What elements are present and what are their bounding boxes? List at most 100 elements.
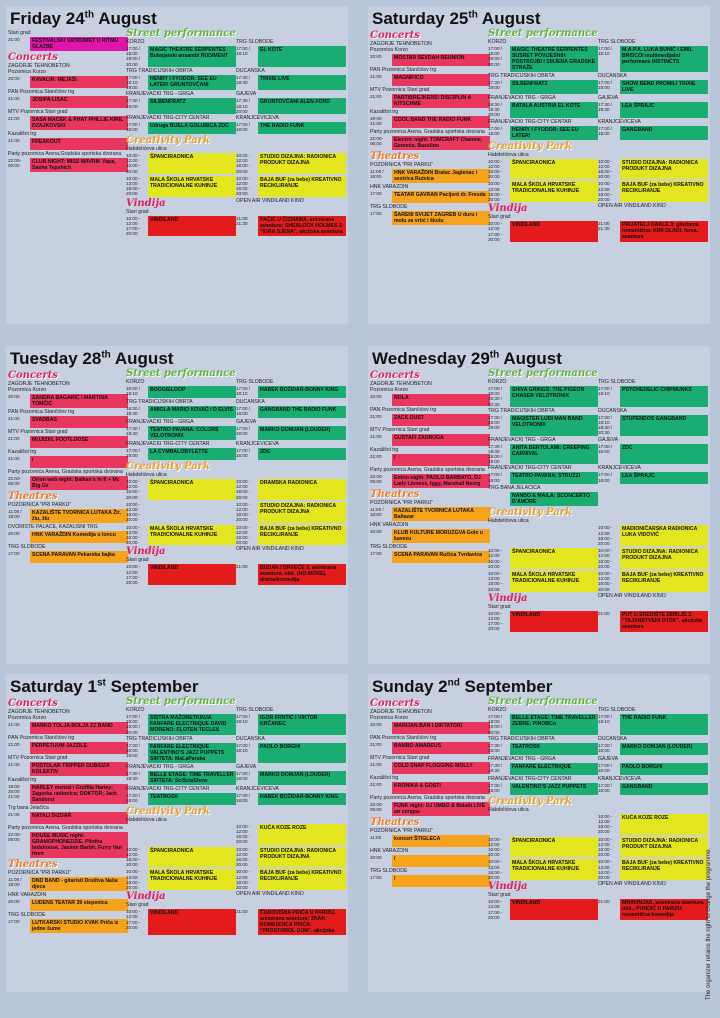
venue-pair: FRANJEVAČKI TRG-CITY CENTAR KRANJČEVIĆEVA bbox=[488, 776, 708, 782]
venue-label: POZORNICA "PRI PARKU" bbox=[8, 870, 72, 876]
event-row: 17:00 / 18:00 19:00 / 20:00 MAGIC THEATRE… bbox=[488, 46, 598, 72]
venue-label: Kazališni trg bbox=[8, 777, 37, 783]
venue-label: ZAGORJE TEHNOBETON bbox=[370, 381, 432, 387]
event-title: Entrio night: PAOLO BARBATO, DJ Lady Lio… bbox=[392, 474, 490, 488]
venue-pair: KORZO TRG SLOBODE bbox=[126, 39, 346, 45]
event-time: 10:00 - 12:00 16:00 - 20:00 bbox=[126, 501, 141, 523]
event-pair: 10:00 - 12:00 17:00 - 20:00 VINDILAND 21:0… bbox=[126, 563, 346, 586]
event-time: 22:00-06:00 bbox=[8, 832, 22, 843]
event-row bbox=[488, 814, 598, 835]
event-title: VINDILAND bbox=[148, 909, 236, 936]
venue-label: KRANJČEVIĆEVA bbox=[598, 465, 641, 472]
event-row: 17:00 / 18:00 LA CYMBALOBYLETTE bbox=[126, 448, 236, 460]
venue-pair: KORZO TRG SLOBODE bbox=[126, 379, 346, 385]
event-row: 17:00 / 18:00 PAOLO BORGHI bbox=[598, 762, 708, 775]
event-row: 10:00 - 12:00 16:00 - 20:00 BAJA BUF (za … bbox=[236, 524, 346, 546]
section-heading: Theatres bbox=[8, 491, 58, 502]
event-row: 10:00 - 12:00 17:00 - 20:00 VINDILAND bbox=[488, 221, 598, 243]
event-time: 10:00 - 12:00 16:00 - 20:00 bbox=[236, 153, 251, 174]
event-title: MARIJAN BAN I DIKTATORI bbox=[392, 722, 490, 734]
event-time: 17:00 / 18:10 bbox=[598, 46, 613, 57]
event-pair: 18:00 / 19:30 AMIGLA MARIO KOVAČ I D ELVI… bbox=[126, 405, 346, 419]
event-title: HNK VARAŽDIN Komedija u loncu bbox=[30, 531, 128, 543]
event-title: BAMBO AMADEUS bbox=[392, 742, 490, 754]
event-title: LEA ŠPRAJC bbox=[620, 102, 708, 118]
event-row: 17:00 / 18:10 PAOLO BORGHI bbox=[236, 742, 346, 763]
event-row: 10:00 - 12:00 16:00 - 20:00 STUDIO DIZAJN… bbox=[598, 548, 708, 570]
event-title: VINDILAND bbox=[510, 610, 598, 632]
event-row: 21:00 / bbox=[370, 454, 490, 466]
venue-label: KRANJČEVIĆEVA bbox=[236, 785, 279, 792]
event-row: 17:00 / 18:00 19:00 / 20:00 MAGIC THEATRE… bbox=[126, 46, 236, 67]
event-row: 19:00 20:00 21:00 HARLEY mental i Grofili… bbox=[8, 784, 128, 804]
event-pair: 10:00 - 12:00 16:00 - 20:00 KUĆA KOZE ROZ… bbox=[488, 813, 708, 836]
event-title: NANDO E MAILA: SCONCERTO D'AMORE bbox=[510, 492, 598, 507]
event-row: 10:00 - 12:00 17:00 - 20:00 VINDILAND bbox=[126, 215, 236, 237]
event-title: GANGBAND bbox=[620, 782, 708, 795]
event-time: 10:00 - 13:00 16:00 - 20:00 bbox=[488, 859, 503, 881]
event-time: 17:00 / 18:00 bbox=[236, 792, 251, 804]
event-time: 17:00 / 18:10 19:00 bbox=[126, 74, 141, 91]
section-heading: Theatres bbox=[8, 859, 58, 870]
event-row: 20:00 MARIJAN BAN I DIKTATORI bbox=[370, 722, 490, 734]
event-title: GANGBAND THE RADIO FUNK bbox=[258, 406, 346, 418]
event-pair: 17:00 / 18:00 VALENTINO'S JAZZ PUPPETS 17:… bbox=[488, 782, 708, 796]
venue-pair: TRG TRADICIJSKIH OBRTA DUĆANSKA bbox=[488, 408, 708, 414]
event-row: 21:00 MUJIZKL FOOTLOOSE bbox=[8, 436, 128, 448]
event-time: 17:00 bbox=[8, 551, 20, 556]
event-time: 21:00 bbox=[8, 96, 20, 101]
event-time: 21:00 bbox=[8, 762, 20, 767]
event-pair: 17:00 / 18:00 19:00 / 20:00 MAGIC THEATRE… bbox=[488, 45, 708, 73]
venue-label bbox=[598, 485, 708, 491]
event-row: 17:00 TEATAR GAVRAN Pacijent dr. Freuda bbox=[370, 191, 490, 203]
venue-label: TRG TRADICIJSKIH OBRTA bbox=[126, 67, 193, 74]
event-time: 17:00 / 18:00 bbox=[598, 782, 613, 794]
event-row: 11:00 / 18:00 KAZALIŠTE TVORNICA LUTAKA Ž… bbox=[8, 509, 128, 523]
venue-label: PAN Pozornica Stančićev trg bbox=[8, 735, 75, 741]
vindija-block: Vindija Stari grad bbox=[488, 203, 598, 220]
event-time: 10:00 - 12:00 16:00 - 20:00 bbox=[598, 859, 613, 881]
event-time: 10:00 - 12:00 17:00 - 20:00 bbox=[488, 221, 503, 242]
venue-label: KORZO bbox=[488, 39, 507, 45]
event-row: 10:00 - 12:00 16:00 - 20:00 STUDIO DIZAJN… bbox=[236, 501, 346, 523]
event-row: 17:30 / 19:30 FANFARE ELECTRIQUE bbox=[488, 762, 598, 775]
event-row: 17:00 / 18:00 GANGBAND bbox=[598, 782, 708, 795]
venue-label: Trg bana Jelačića bbox=[8, 805, 49, 811]
event-title: STUDIO DIZAJNA: RADIONICA PRODUKT DIZAJN… bbox=[258, 501, 346, 523]
event-time: 20:00 bbox=[370, 54, 382, 59]
venue-label: DUĆANSKA bbox=[236, 67, 265, 74]
section-heading: Concerts bbox=[370, 370, 420, 381]
event-row: 17:30 / 19:00 SILBENFRATZ bbox=[126, 98, 236, 115]
section-heading: Street performance bbox=[126, 368, 236, 379]
event-time: 17:00 / 18:00 bbox=[236, 426, 251, 437]
event-title: HNK VARAŽDIN Bratac Jaglenac i sestrica … bbox=[392, 169, 490, 183]
day-title-suffix: th bbox=[101, 349, 111, 361]
event-title: TEATROSK bbox=[510, 742, 598, 755]
venue-label: Party pozornica Arena, Gradska sportska … bbox=[370, 129, 485, 135]
event-title: BELLE ETAGE: TIME TRAVELLER ZEBRE: PINOB… bbox=[510, 714, 598, 735]
event-title: TEATRO PAVANA: STRUZZI bbox=[510, 472, 598, 485]
event-row: 11:00 koncert ŠTIGLECA bbox=[370, 835, 490, 847]
venue-label: HNK VARAŽDIN bbox=[370, 184, 409, 190]
venue-label: TRG SLOBODE bbox=[598, 707, 636, 713]
venue-label: Party pozornica Arena,Gradska sportska d… bbox=[8, 151, 122, 157]
event-title: KUĆA KOZE ROZE bbox=[258, 823, 346, 845]
event-row: 17:00 / 18:00 ZDC bbox=[598, 443, 708, 465]
right-column: Street performance KORZO TRG SLOBODE 17:00 … bbox=[126, 696, 346, 936]
event-time: 10:00 - 12:00 17:00 - 20:00 bbox=[488, 899, 503, 920]
event-time: 22:00-06:00 bbox=[370, 474, 384, 485]
event-row: 17:30 / 18:10 20:00 GRUNTOVČANI ALEN FORD bbox=[236, 98, 346, 115]
event-title: STUDIO DIZAJNA: RADIONICA PRODUKT DIZAJN… bbox=[258, 846, 346, 868]
day-title: Saturday 1st September bbox=[10, 677, 199, 696]
event-pair: 10:00 - 12:00 16:00 - 20:00 ŠPANCIRAONICA… bbox=[488, 836, 708, 859]
venue-pair: TRG TRADICIJSKIH OBRTA DUĆANSKA bbox=[488, 73, 708, 79]
event-row: 20:00 KLUB KULTURE MORUZGVA Gole u kavezu bbox=[370, 529, 490, 543]
event-time bbox=[598, 492, 620, 506]
event-row: 17:00 / 18:00 19:30 / 20:30 SHIVA GRINGS:… bbox=[488, 386, 598, 407]
event-time: 17:00 / 18:00 bbox=[598, 80, 613, 91]
venue-pair: FRANJEVAČKI TRG - GRGA GAJEVA bbox=[488, 95, 708, 101]
vindija-block: Vindija Stari grad bbox=[126, 198, 236, 215]
day-panel: Sunday 2nd September Concerts ZAGORJE TEHN… bbox=[368, 674, 710, 992]
event-title: DND BAND - gitaristi Društva Naša djeca bbox=[30, 877, 128, 891]
section-heading: Creativity Park bbox=[488, 140, 572, 152]
